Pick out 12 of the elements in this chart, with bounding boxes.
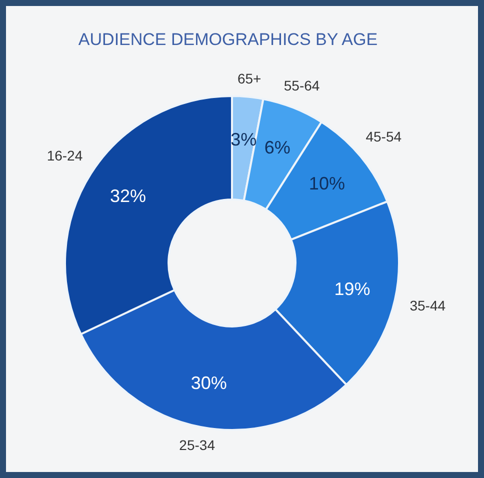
data-label: 30% [190,373,227,394]
data-label: 32% [110,186,146,206]
slice-label: 25-34 [179,436,216,453]
chart-title: AUDIENCE DEMOGRAPHICS BY AGE [77,30,379,50]
data-label: 10% [308,173,345,194]
data-label: 6% [264,137,290,158]
slice-label: 45-54 [366,128,402,144]
slice-label: 16-24 [46,148,83,164]
slice-label: 65+ [237,70,262,87]
data-label: 19% [334,278,370,299]
slice-label: 35-44 [410,298,446,314]
slice-label: 55-64 [284,78,320,94]
